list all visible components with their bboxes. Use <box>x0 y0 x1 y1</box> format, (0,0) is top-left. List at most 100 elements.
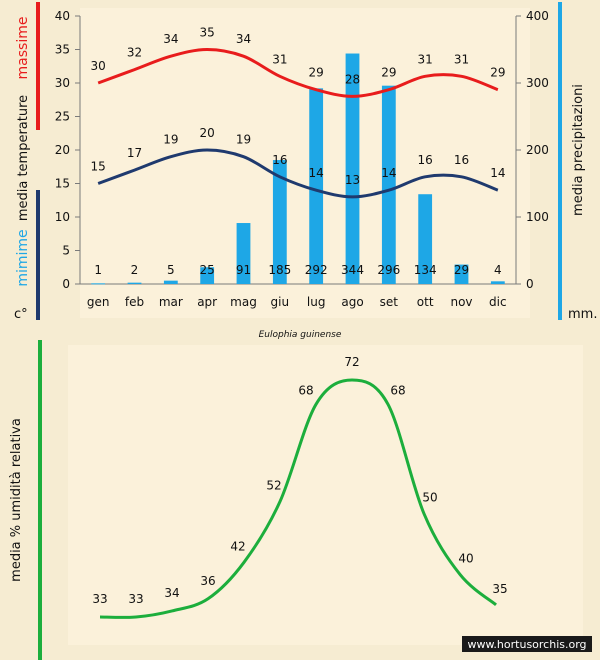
precip-bar <box>381 85 396 285</box>
precip-bar-label: 5 <box>167 263 175 277</box>
right-axis-label: media precipitazioni <box>571 84 586 216</box>
precip-bar <box>490 281 505 284</box>
left-tick-label: 30 <box>55 76 70 90</box>
min-temp-label: 14 <box>381 166 396 180</box>
precip-bar <box>91 283 106 285</box>
precip-bar <box>163 280 178 284</box>
humidity-value-label: 36 <box>200 574 215 588</box>
right-tick-label: 200 <box>526 143 549 157</box>
min-temp-label: 16 <box>272 153 287 167</box>
precip-bar <box>272 160 287 284</box>
month-label: ott <box>417 295 434 309</box>
min-temp-label: 17 <box>127 146 142 160</box>
min-temp-label: 15 <box>91 160 106 174</box>
min-temp-label: 13 <box>345 173 360 187</box>
max-temp-label: 29 <box>490 66 505 80</box>
right-tick-label: 300 <box>526 76 549 90</box>
month-label: nov <box>450 295 472 309</box>
left-tick-label: 5 <box>62 244 70 258</box>
left-tick-label: 25 <box>55 110 70 124</box>
left-tick-label: 20 <box>55 143 70 157</box>
min-temp-label: 19 <box>163 133 178 147</box>
max-temp-label: 34 <box>236 32 251 46</box>
humidity-value-label: 42 <box>230 539 245 553</box>
chart-caption: Eulophia guinense <box>259 330 342 340</box>
min-temp-label: 16 <box>418 153 433 167</box>
precip-bar <box>454 264 469 284</box>
precip-bar <box>127 282 142 284</box>
precip-bar-label: 296 <box>377 263 400 277</box>
month-label: set <box>380 295 399 309</box>
max-temp-label: 31 <box>418 52 433 66</box>
left-tick-label: 40 <box>55 9 70 23</box>
min-temp-label: 19 <box>236 133 251 147</box>
humidity-value-label: 68 <box>390 383 405 397</box>
humidity-value-label: 33 <box>92 592 107 606</box>
min-temp-label: 20 <box>200 126 215 140</box>
left-axis-label-min: mimime <box>15 229 31 286</box>
max-temp-line <box>97 47 499 98</box>
precip-bar-label: 25 <box>200 263 215 277</box>
max-temp-label: 31 <box>454 52 469 66</box>
humidity-axis-label: media % umidità relativa <box>9 418 24 582</box>
watermark: www.hortusorchis.org <box>467 638 586 651</box>
left-axis-label-max: massime <box>15 17 31 80</box>
max-temp-label: 35 <box>200 26 215 40</box>
month-label: mar <box>159 295 183 309</box>
precip-bar-label: 29 <box>454 263 469 277</box>
precip-bar-label: 1 <box>94 263 102 277</box>
month-label: giu <box>271 295 290 309</box>
month-label: apr <box>197 295 217 309</box>
precip-bar <box>345 53 360 284</box>
humidity-value-label: 35 <box>492 582 507 596</box>
right-tick-label: 0 <box>526 277 534 291</box>
max-temp-label: 34 <box>163 32 178 46</box>
humidity-value-label: 34 <box>164 586 179 600</box>
month-label: gen <box>87 295 110 309</box>
humidity-value-label: 52 <box>266 479 281 493</box>
precip-bar <box>236 223 251 284</box>
max-temp-label: 28 <box>345 72 360 86</box>
humidity-line <box>99 378 497 619</box>
left-axis-label-mid: media temperature <box>16 95 31 221</box>
precip-bar-label: 185 <box>268 263 291 277</box>
watermark-background <box>462 636 592 652</box>
precip-bar-label: 2 <box>131 263 139 277</box>
precip-bar-label: 4 <box>494 263 502 277</box>
right-tick-label: 100 <box>526 210 549 224</box>
min-temp-label: 14 <box>309 166 324 180</box>
humidity-value-label: 40 <box>458 551 473 565</box>
humidity-value-label: 50 <box>422 491 437 505</box>
left-tick-label: 35 <box>55 43 70 57</box>
precip-bar <box>418 194 433 284</box>
humidity-value-label: 72 <box>344 355 359 369</box>
precip-bar-label: 292 <box>305 263 328 277</box>
precip-bar-label: 91 <box>236 263 251 277</box>
max-temp-label: 31 <box>272 52 287 66</box>
max-temp-label: 29 <box>309 66 324 80</box>
min-temp-label: 14 <box>490 166 505 180</box>
max-temp-label: 29 <box>381 66 396 80</box>
month-label: ago <box>341 295 363 309</box>
min-temp-label: 16 <box>454 153 469 167</box>
precip-bar <box>309 88 324 284</box>
month-label: lug <box>307 295 326 309</box>
month-label: feb <box>125 295 144 309</box>
right-tick-label: 400 <box>526 9 549 23</box>
left-tick-label: 0 <box>62 277 70 291</box>
humidity-value-label: 68 <box>298 383 313 397</box>
min-temp-line <box>97 148 499 199</box>
max-temp-label: 32 <box>127 46 142 60</box>
precip-bar-label: 344 <box>341 263 364 277</box>
right-axis-unit: mm. <box>568 307 597 322</box>
month-label: mag <box>230 295 257 309</box>
humidity-value-label: 33 <box>128 592 143 606</box>
left-axis-unit: c° <box>14 307 28 322</box>
left-tick-label: 15 <box>55 177 70 191</box>
precip-bar <box>200 267 215 284</box>
left-tick-label: 10 <box>55 210 70 224</box>
month-label: dic <box>489 295 507 309</box>
precip-bar-label: 134 <box>414 263 437 277</box>
